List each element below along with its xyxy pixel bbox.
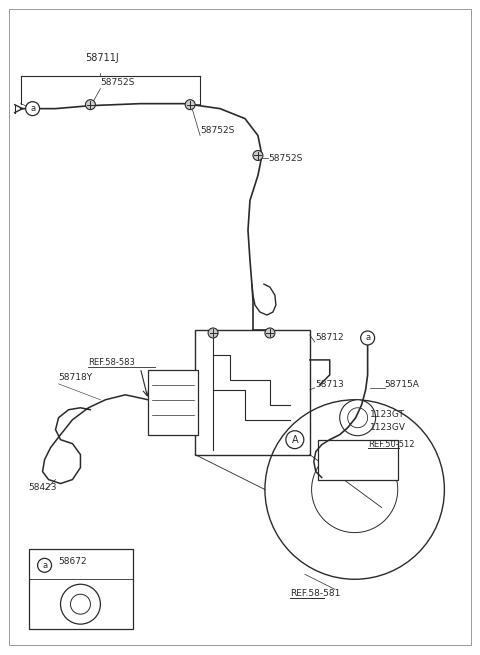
Circle shape (265, 328, 275, 338)
Circle shape (37, 558, 51, 572)
Text: REF.58-581: REF.58-581 (290, 590, 340, 598)
Bar (195, 330, 310, 455)
Text: a: a (365, 333, 370, 343)
Text: A: A (291, 435, 298, 445)
Circle shape (208, 328, 218, 338)
Circle shape (25, 102, 39, 116)
Circle shape (85, 100, 96, 109)
Circle shape (286, 431, 304, 449)
Text: 58715A: 58715A (384, 381, 420, 389)
Bar (29, 550, 133, 629)
Text: 1123GV: 1123GV (370, 423, 406, 432)
Text: REF.58-583: REF.58-583 (88, 358, 135, 367)
Text: REF.50-512: REF.50-512 (368, 440, 414, 449)
Text: 58718Y: 58718Y (59, 373, 93, 383)
Text: 58712: 58712 (315, 333, 343, 343)
Text: 58423: 58423 (29, 483, 57, 492)
Circle shape (185, 100, 195, 109)
Text: 58713: 58713 (315, 381, 344, 389)
Text: a: a (30, 104, 35, 113)
Text: 58752S: 58752S (200, 126, 235, 135)
Text: 58752S: 58752S (100, 78, 135, 87)
Text: 1123GT: 1123GT (370, 410, 405, 419)
Bar (148, 370, 198, 435)
Text: 58672: 58672 (59, 557, 87, 566)
Circle shape (253, 151, 263, 160)
Circle shape (360, 331, 374, 345)
Bar (318, 440, 397, 479)
Text: 58752S: 58752S (268, 154, 302, 163)
Circle shape (340, 400, 376, 436)
Text: a: a (42, 561, 47, 570)
Text: 58711J: 58711J (85, 53, 119, 63)
